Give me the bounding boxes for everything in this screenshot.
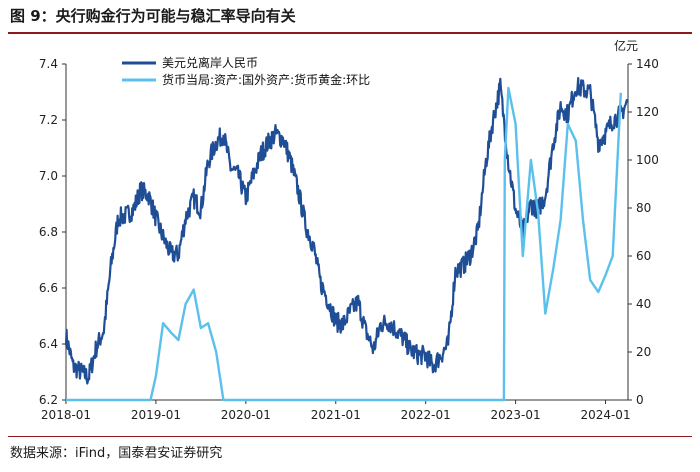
- title-rule: [8, 32, 692, 34]
- y-right-unit-label: 亿元: [614, 38, 638, 53]
- y-right-tick-label: 0: [636, 393, 644, 407]
- y-right-tick-label: 60: [636, 249, 651, 263]
- axes: 6.2 6.4 6.6 6.8 7.0 7.2 7.4 0 20 40 60 80 100 120 140 亿…: [39, 38, 659, 422]
- x-tick-label: 2023-01: [491, 408, 541, 422]
- x-tick-label: 2019-01: [131, 408, 181, 422]
- y-right-tick-label: 80: [636, 201, 651, 215]
- y-left-tick-label: 7.4: [39, 57, 58, 71]
- series-line-gold-mom: [66, 86, 622, 402]
- x-tick-label: 2020-01: [221, 408, 271, 422]
- y-right-tick-label: 20: [636, 345, 651, 359]
- x-tick-label: 2022-01: [401, 408, 451, 422]
- y-left-tick-label: 7.2: [39, 113, 58, 127]
- y-left-tick-label: 6.6: [39, 281, 58, 295]
- source-note: 数据来源：iFind，国泰君安证券研究: [10, 446, 223, 461]
- y-right-tick-label: 40: [636, 297, 651, 311]
- y-right-tick-label: 120: [636, 105, 659, 119]
- y-left-tick-label: 6.4: [39, 337, 58, 351]
- legend-label: 美元兑离岸人民币: [162, 55, 258, 70]
- x-tick-label: 2024-01: [580, 408, 630, 422]
- y-left-tick-label: 6.2: [39, 393, 58, 407]
- legend-label: 货币当局:资产:国外资产:货币黄金:环比: [162, 72, 370, 87]
- y-left-tick-label: 6.8: [39, 225, 58, 239]
- series-layer: [64, 77, 629, 402]
- x-tick-label: 2021-01: [311, 408, 361, 422]
- series-line-usd-cnh: [64, 77, 629, 385]
- footer-rule: [8, 436, 692, 437]
- y-left-tick-label: 7.0: [39, 169, 58, 183]
- figure-title: 图 9：央行购金行为可能与稳汇率导向有关: [10, 7, 296, 25]
- y-right-tick-label: 100: [636, 153, 659, 167]
- y-right-tick-label: 140: [636, 57, 659, 71]
- x-tick-label: 2018-01: [41, 408, 91, 422]
